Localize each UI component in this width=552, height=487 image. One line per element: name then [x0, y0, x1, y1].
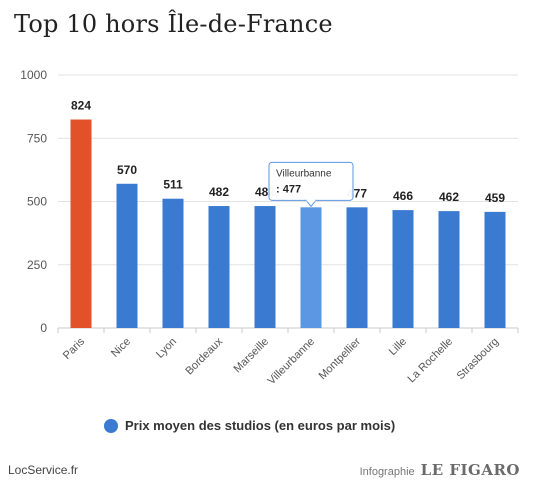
- source-text: LocService.fr: [8, 463, 79, 477]
- credit-label: Infographie: [359, 466, 415, 478]
- chart-title: Top 10 hors Île-de-France: [14, 10, 333, 38]
- y-tick-label: 0: [40, 321, 47, 335]
- bar-villeurbanne[interactable]: [300, 207, 322, 328]
- data-label: 824: [71, 99, 91, 113]
- x-tick-label: La Rochelle: [406, 336, 456, 386]
- y-tick-label: 1000: [20, 68, 47, 82]
- bar-bordeaux[interactable]: [208, 206, 230, 328]
- bar-strasbourg[interactable]: [484, 211, 506, 328]
- le-figaro-logo: LE FIGARO: [420, 461, 520, 479]
- y-tick-label: 250: [27, 258, 47, 272]
- x-tick-label: Villeurbanne: [266, 336, 318, 388]
- x-tick-label: Montpellier: [317, 335, 364, 382]
- bar-lyon[interactable]: [162, 198, 184, 328]
- data-label: 459: [485, 191, 505, 205]
- data-label: 462: [439, 190, 459, 204]
- x-tick-label: Paris: [61, 335, 88, 362]
- tooltip-value: : 477: [276, 183, 301, 195]
- bar-la-rochelle[interactable]: [438, 211, 460, 328]
- data-label: 511: [163, 178, 183, 192]
- bar-lille[interactable]: [392, 210, 414, 328]
- data-label: 466: [393, 189, 413, 203]
- bar-nice[interactable]: [116, 183, 138, 328]
- data-label: 570: [117, 163, 137, 177]
- bar-paris[interactable]: [70, 119, 92, 328]
- legend-label: Prix moyen des studios (en euros par moi…: [125, 418, 396, 433]
- x-tick-label: Bordeaux: [183, 335, 225, 377]
- bar-marseille[interactable]: [254, 206, 276, 328]
- x-tick-label: Nice: [109, 336, 133, 360]
- x-tick-label: Marseille: [232, 336, 272, 376]
- data-label: 482: [209, 185, 229, 199]
- bar-chart: 0 250 500 750 1000 824 Paris 570 Nice 511 Lyon 482 B…: [20, 68, 519, 388]
- x-tick-label: Strasbourg: [455, 336, 502, 383]
- y-tick-label: 750: [27, 131, 47, 145]
- legend[interactable]: Prix moyen des studios (en euros par moi…: [104, 418, 395, 433]
- tooltip-category: Villeurbanne: [276, 168, 332, 179]
- legend-marker: [104, 418, 118, 433]
- y-tick-label: 500: [27, 195, 47, 209]
- x-tick-label: Lyon: [154, 336, 179, 361]
- x-tick-label: Lille: [387, 336, 409, 358]
- credit: Infographie LE FIGARO: [360, 461, 520, 479]
- bar-montpellier[interactable]: [346, 207, 368, 328]
